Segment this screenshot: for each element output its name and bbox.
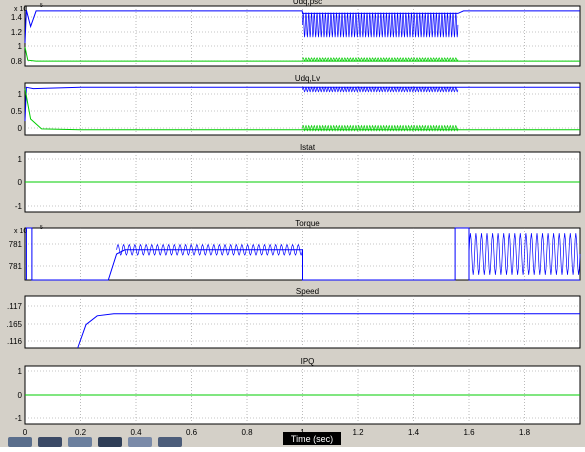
subplot-3: -1 0 1 Istat: [15, 143, 581, 213]
y-tick-label: 0: [18, 124, 23, 133]
taskbar-icon: [68, 437, 92, 447]
y-tick-label: 1.4: [11, 13, 23, 22]
series-line: [25, 227, 580, 281]
subplot-title: Udq,psc: [293, 0, 322, 6]
taskbar-icon: [98, 437, 122, 447]
y-tick-label: 0: [18, 178, 23, 187]
taskbar-icon: [128, 437, 152, 447]
taskbar-icons: [8, 437, 182, 447]
y-tick-label: 1: [18, 367, 23, 376]
subplot-2: 0 0.5 1 Udq,Lv: [11, 74, 581, 136]
x-tick-label: 1.4: [408, 428, 420, 437]
axes-frame: [24, 295, 581, 349]
x-tick-label: 1.6: [463, 428, 475, 437]
series-line: [24, 46, 580, 62]
x-tick-label: 0.6: [186, 428, 198, 437]
subplot-title: Speed: [296, 287, 319, 296]
y-tick-label: 1.2: [11, 28, 23, 37]
time-label: Time (sec): [283, 432, 341, 445]
y-tick-label: .117: [7, 302, 23, 311]
axis-exponent-power: 5: [40, 3, 43, 9]
subplot-4: 781 781 Torque x 10 5: [9, 219, 581, 281]
series-oscillation: [468, 233, 581, 275]
y-tick-label: 0.8: [11, 57, 23, 66]
y-tick-label: 0: [18, 391, 23, 400]
time-label-box: [283, 432, 341, 445]
series-line: [24, 9, 580, 44]
x-tick-label: 0: [23, 428, 28, 437]
series-line: [77, 313, 580, 349]
subplot-1: 0.8 1 1.2 1.4 Udq,psc x 10 5: [11, 0, 581, 67]
y-tick-label: 781: [9, 240, 23, 249]
y-tick-label: 1: [18, 90, 23, 99]
y-tick-label: -1: [15, 202, 23, 211]
subplot-title: Torque: [295, 219, 320, 228]
y-tick-label: 1: [18, 42, 23, 51]
y-tick-label: 1: [18, 155, 23, 164]
x-tick-label: 0.2: [75, 428, 87, 437]
time-label-text: Time (sec): [291, 434, 333, 444]
taskbar-icon: [38, 437, 62, 447]
x-tick-label: 1.2: [352, 428, 364, 437]
y-tick-label: .116: [7, 337, 23, 346]
taskbar-icon: [158, 437, 182, 447]
y-tick-label: 0.5: [11, 107, 23, 116]
subplot-title: Istat: [300, 143, 316, 152]
x-tick-label: 0.8: [241, 428, 253, 437]
y-tick-label: .165: [6, 320, 22, 329]
axis-exponent: x 10: [14, 228, 27, 235]
y-tick-label: -1: [15, 414, 23, 423]
series-line: [24, 88, 580, 131]
x-tick-label: 1.8: [519, 428, 531, 437]
subplot-title: IPQ: [301, 357, 315, 366]
axis-exponent-power: 5: [40, 225, 43, 231]
axis-exponent: x 10: [14, 6, 27, 13]
x-tick-label: 0.4: [130, 428, 142, 437]
series-oscillation: [302, 12, 459, 38]
taskbar-icon: [8, 437, 32, 447]
subplot-5: .117 .165 .116 Speed: [6, 287, 581, 349]
subplot-title: Udq,Lv: [295, 74, 320, 83]
series-line: [24, 86, 580, 122]
y-tick-label: 781: [9, 262, 23, 271]
